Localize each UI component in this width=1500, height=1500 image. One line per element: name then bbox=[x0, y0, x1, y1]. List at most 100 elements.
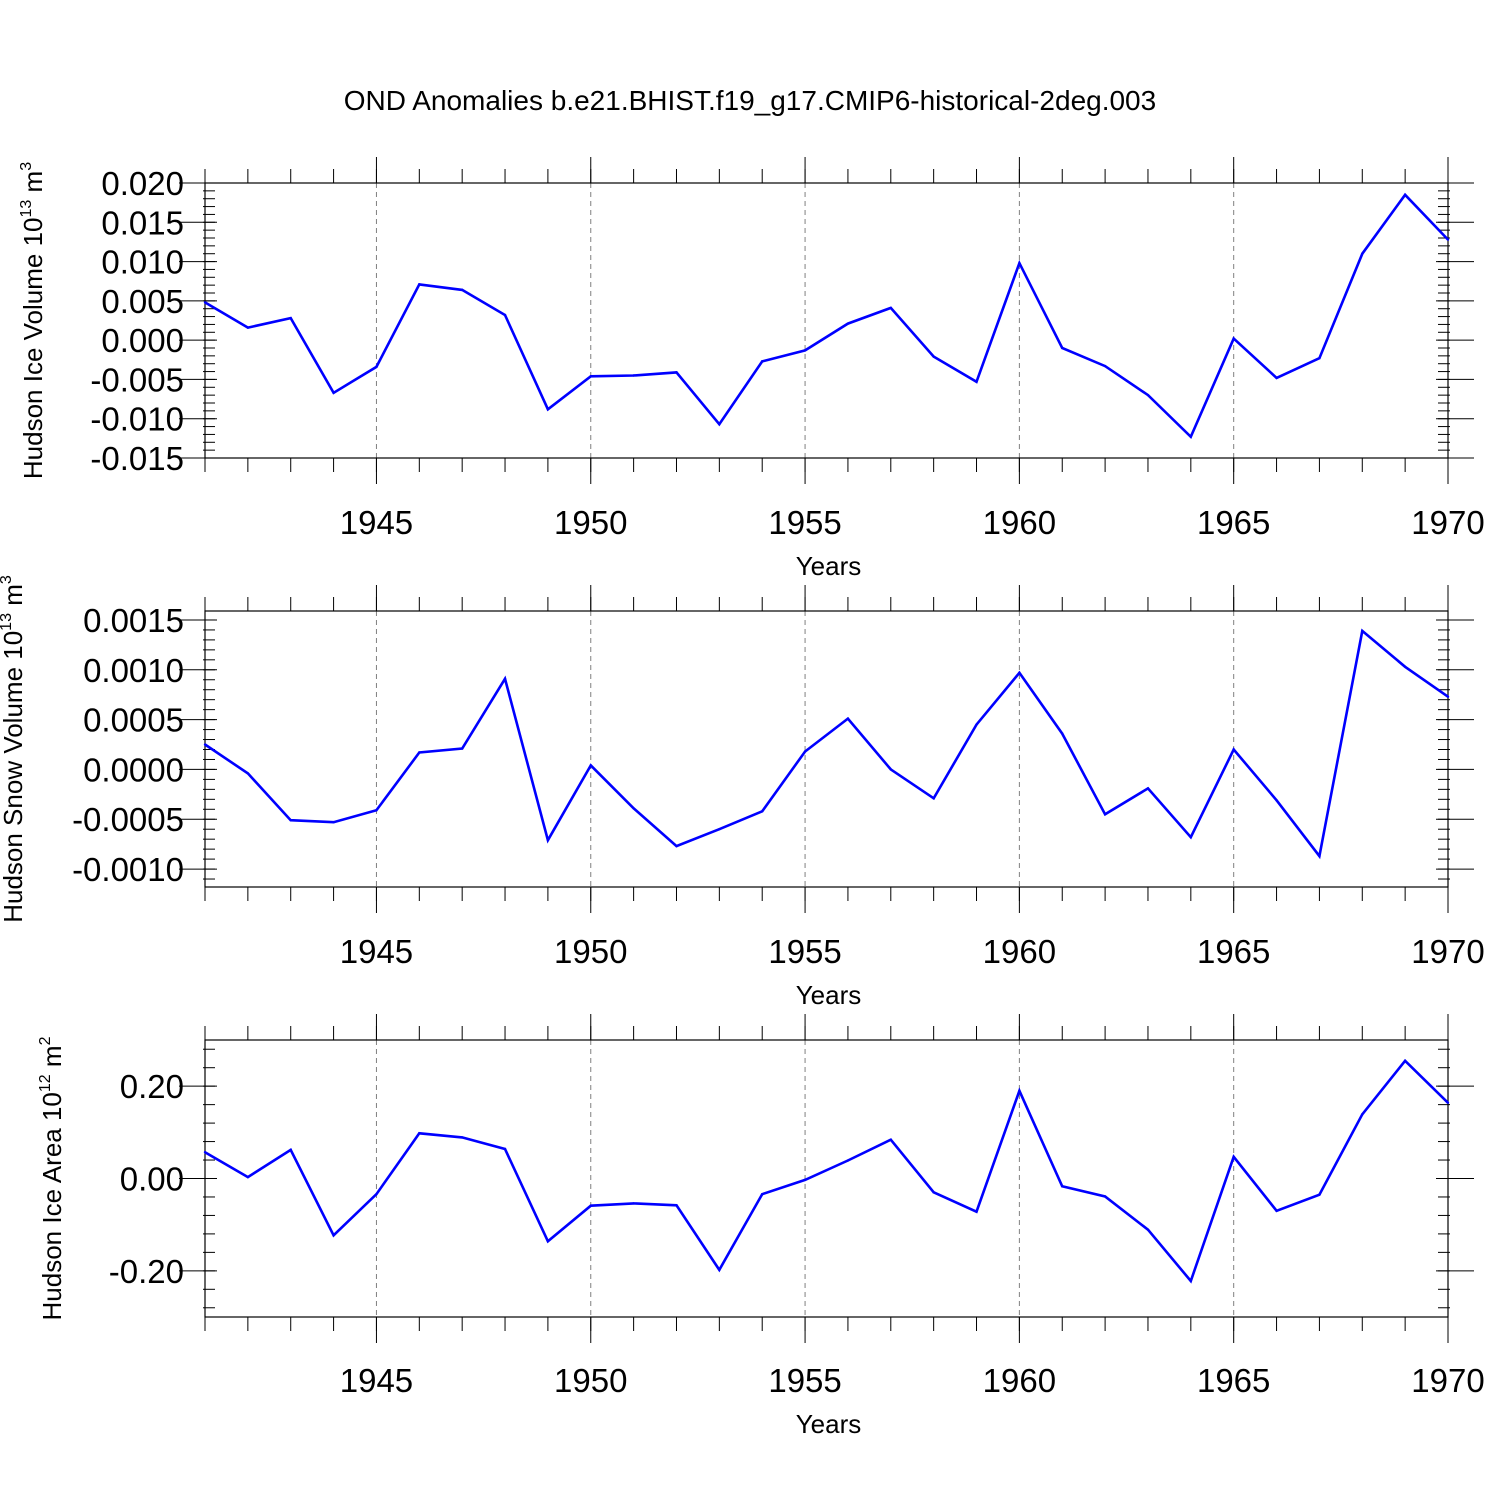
y-tick-label: 0.000 bbox=[101, 322, 184, 359]
x-tick-label: 1960 bbox=[983, 504, 1056, 541]
data-point bbox=[1061, 346, 1064, 350]
data-point bbox=[246, 1175, 250, 1179]
data-point bbox=[1146, 393, 1150, 397]
y-axis-title-part: m bbox=[37, 1045, 67, 1074]
y-tick-label: 0.0005 bbox=[83, 702, 184, 739]
data-point bbox=[1318, 357, 1321, 360]
x-tick-label: 1970 bbox=[1411, 933, 1484, 970]
x-tick-label: 1965 bbox=[1197, 504, 1270, 541]
data-point bbox=[718, 1268, 721, 1272]
data-point bbox=[589, 1204, 592, 1207]
data-point bbox=[1446, 1101, 1450, 1104]
data-point bbox=[332, 821, 335, 824]
data-point bbox=[1318, 854, 1321, 858]
y-axis-title-part: Hudson Ice Volume 10 bbox=[18, 217, 48, 479]
data-point bbox=[718, 828, 721, 831]
data-point bbox=[846, 1159, 850, 1162]
data-point bbox=[1061, 732, 1064, 735]
y-axis-title-part: m bbox=[18, 171, 48, 200]
plot-frame bbox=[204, 1039, 1449, 1318]
y-axis-title: Hudson Ice Volume 1013 m3 bbox=[18, 162, 48, 479]
data-point bbox=[289, 819, 292, 822]
data-point bbox=[375, 1192, 378, 1196]
data-point bbox=[1061, 1185, 1064, 1188]
data-point bbox=[289, 1148, 292, 1152]
plot-frame bbox=[204, 182, 1449, 459]
data-point bbox=[975, 1210, 978, 1213]
y-axis-title-part: Hudson Ice Area 10 bbox=[37, 1092, 67, 1320]
y-axis-title-exponent: 3 bbox=[0, 575, 15, 584]
data-point bbox=[1318, 1193, 1321, 1196]
data-point bbox=[418, 1132, 421, 1135]
x-tick-label: 1955 bbox=[768, 1362, 841, 1399]
data-point bbox=[546, 838, 550, 842]
series-line bbox=[204, 628, 1449, 860]
data-point bbox=[1361, 629, 1364, 633]
y-axis-title-exponent: 13 bbox=[0, 613, 15, 631]
data-point bbox=[632, 1202, 635, 1205]
data-point bbox=[1103, 1195, 1107, 1198]
data-point bbox=[1189, 435, 1193, 438]
y-tick-label: 0.0000 bbox=[83, 751, 184, 788]
y-tick-label: 0.020 bbox=[101, 165, 184, 202]
data-point bbox=[889, 768, 892, 771]
series-line bbox=[204, 192, 1449, 440]
x-tick-label: 1970 bbox=[1411, 1362, 1484, 1399]
y-axis-title-exponent: 13 bbox=[18, 200, 35, 218]
panel-ice-volume: -0.015-0.010-0.0050.0000.0050.0100.0150.… bbox=[18, 157, 1485, 581]
y-tick-label: 0.20 bbox=[120, 1068, 184, 1105]
plot-frame bbox=[204, 610, 1449, 888]
data-point bbox=[675, 1204, 678, 1207]
data-point bbox=[375, 809, 378, 812]
data-point bbox=[846, 717, 850, 720]
data-point bbox=[932, 355, 935, 358]
y-tick-label: 0.015 bbox=[101, 204, 184, 241]
data-point bbox=[418, 283, 421, 286]
y-tick-label: -0.005 bbox=[90, 361, 184, 398]
y-axis-title-exponent: 3 bbox=[18, 162, 35, 171]
data-point bbox=[1275, 1209, 1278, 1213]
series-line bbox=[204, 1058, 1449, 1284]
data-point bbox=[1103, 813, 1107, 816]
data-point bbox=[761, 360, 764, 363]
x-tick-label: 1950 bbox=[554, 1362, 627, 1399]
x-tick-label: 1970 bbox=[1411, 504, 1484, 541]
data-point bbox=[1189, 835, 1193, 839]
y-tick-label: 0.0010 bbox=[83, 652, 184, 689]
data-point bbox=[503, 677, 507, 680]
data-point bbox=[632, 374, 635, 377]
x-tick-label: 1945 bbox=[340, 933, 413, 970]
y-axis-title-exponent: 12 bbox=[37, 1074, 54, 1092]
data-point bbox=[632, 807, 635, 810]
data-point bbox=[1361, 1113, 1364, 1116]
x-tick-label: 1965 bbox=[1197, 933, 1270, 970]
y-tick-label: 0.00 bbox=[120, 1161, 184, 1198]
y-tick-label: 0.005 bbox=[101, 283, 184, 320]
y-tick-label: 0.0015 bbox=[83, 602, 184, 639]
data-point bbox=[460, 1136, 464, 1139]
data-point bbox=[246, 772, 250, 775]
data-point bbox=[675, 844, 678, 848]
y-tick-label: 0.010 bbox=[101, 244, 184, 281]
y-axis-title-part: m bbox=[0, 584, 28, 613]
x-tick-label: 1965 bbox=[1197, 1362, 1270, 1399]
data-point bbox=[1403, 193, 1407, 196]
y-axis-title: Hudson Snow Volume 1013 m3 bbox=[0, 575, 28, 923]
data-point bbox=[203, 743, 207, 746]
data-point bbox=[1146, 787, 1150, 790]
data-point bbox=[846, 322, 850, 325]
data-point bbox=[932, 797, 935, 800]
data-point bbox=[803, 750, 807, 753]
data-point bbox=[761, 1192, 764, 1196]
data-point bbox=[889, 1138, 892, 1141]
data-point bbox=[1446, 695, 1450, 698]
data-point bbox=[803, 1178, 807, 1182]
y-axis-title-part: Hudson Snow Volume 10 bbox=[0, 631, 28, 923]
data-point bbox=[675, 371, 678, 374]
data-point bbox=[718, 423, 721, 426]
x-tick-label: 1960 bbox=[983, 1362, 1056, 1399]
data-point bbox=[975, 723, 978, 726]
panels: -0.015-0.010-0.0050.0000.0050.0100.0150.… bbox=[0, 157, 1485, 1439]
data-point bbox=[803, 349, 807, 352]
